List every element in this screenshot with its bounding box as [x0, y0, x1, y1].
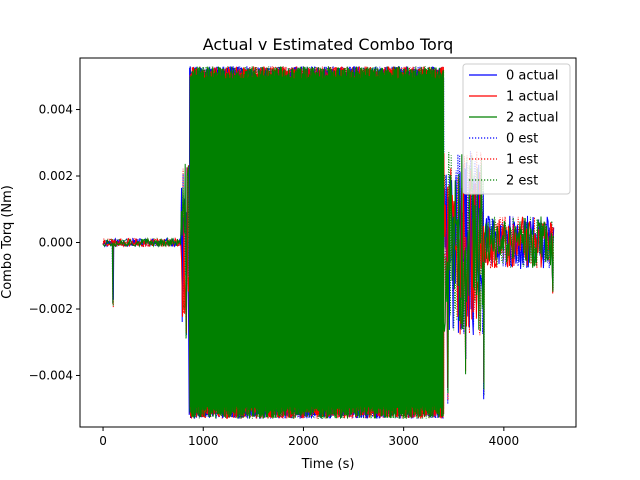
legend: 0 actual 1 actual 2 actual 0 est 1 est 2 est	[462, 63, 571, 195]
x-tick-label: 3000	[388, 434, 419, 448]
legend-label: 2 actual	[506, 111, 558, 126]
x-tick-label: 2000	[288, 434, 319, 448]
chart-title: Actual v Estimated Combo Torq	[203, 35, 454, 54]
y-axis-label: Combo Torq (Nm)	[0, 185, 15, 299]
x-tick-label: 0	[99, 434, 107, 448]
x-tick-label: 4000	[489, 434, 520, 448]
series-line-2-actual	[102, 66, 555, 419]
y-tick-label: 0.002	[39, 169, 73, 183]
legend-label: 1 actual	[506, 90, 558, 105]
x-tick-label: 1000	[188, 434, 219, 448]
series-layer	[102, 66, 555, 419]
y-tick-label: 0.004	[39, 103, 73, 117]
legend-label: 0 est	[506, 132, 538, 147]
y-tick-label: −0.002	[29, 302, 73, 316]
legend-label: 0 actual	[506, 69, 558, 84]
y-axis-ticks: −0.004 −0.002 0.000 0.002 0.004	[29, 103, 80, 382]
x-axis-ticks: 0 1000 2000 3000 4000	[99, 427, 519, 448]
legend-label: 2 est	[506, 174, 538, 189]
x-axis-label: Time (s)	[301, 457, 355, 472]
y-tick-label: −0.004	[29, 368, 73, 382]
legend-label: 1 est	[506, 153, 538, 168]
y-tick-label: 0.000	[39, 236, 73, 250]
